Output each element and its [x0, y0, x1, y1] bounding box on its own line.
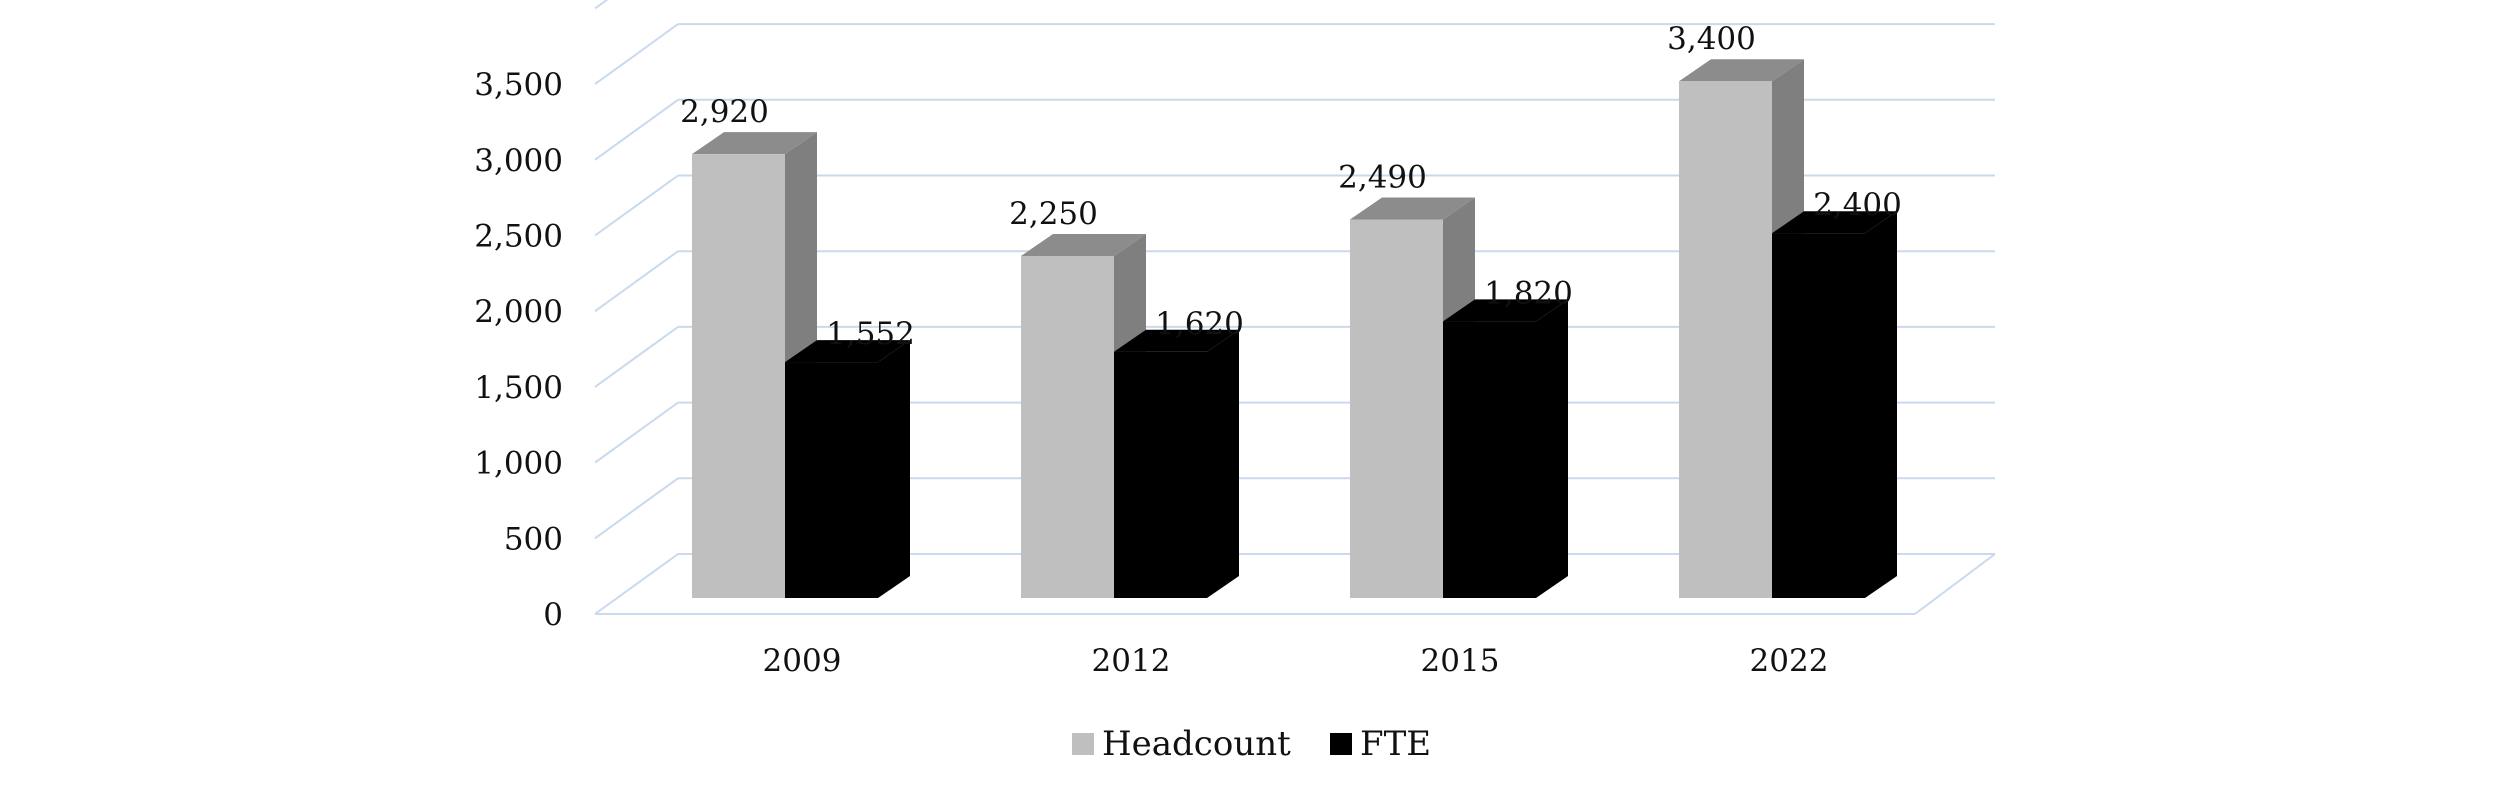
y-tick-label: 2,000: [474, 294, 563, 330]
gridline-diagonal: [594, 401, 679, 464]
x-tick-label: 2012: [1092, 643, 1171, 679]
gridline-diagonal: [594, 477, 679, 540]
x-tick-label: 2015: [1421, 643, 1500, 679]
gridline-diagonal: [594, 250, 679, 313]
bar-side: [1207, 329, 1239, 598]
bar-side: [1865, 211, 1897, 598]
floor-edge: [1914, 553, 1996, 615]
bars: [692, 59, 1897, 598]
bar-top: [1350, 197, 1475, 220]
bar: [1021, 256, 1114, 598]
y-axis: 0 500 1,000 1,500 2,000 2,500 3,000 3,500: [474, 67, 563, 633]
bar: [692, 154, 785, 598]
bar-top: [785, 340, 910, 363]
gridline-diagonal: [594, 23, 679, 85]
bar-top: [1772, 211, 1897, 234]
bar-side: [1536, 299, 1568, 598]
bar-top: [1443, 299, 1568, 322]
y-tick-label: 3,000: [474, 143, 563, 179]
bar: [1114, 351, 1207, 598]
bar: [1772, 233, 1865, 598]
gridline-diagonal: [594, 0, 609, 10]
legend: Headcount FTE: [1072, 724, 1431, 764]
gridline-diagonal: [594, 553, 679, 615]
gridline-diagonal: [594, 326, 679, 388]
bar: [1350, 219, 1443, 598]
gridline-diagonal: [594, 174, 679, 237]
x-tick-label: 2009: [763, 643, 842, 679]
legend-label: Headcount: [1102, 724, 1291, 764]
y-tick-label: 3,500: [474, 67, 563, 103]
y-tick-label: 2,500: [474, 219, 563, 255]
y-tick-label: 0: [543, 597, 563, 633]
bar-side: [878, 340, 910, 598]
x-tick-label: 2022: [1750, 643, 1829, 679]
data-label: 2,250: [1009, 196, 1098, 232]
bar: [1679, 81, 1772, 598]
bar: [785, 362, 878, 598]
data-label: 1,620: [1155, 306, 1244, 342]
x-axis: 2009 2012 2015 2022: [763, 643, 1829, 679]
legend-swatch: [1330, 733, 1352, 755]
bar-top: [1021, 234, 1146, 256]
data-label: 2,490: [1338, 160, 1427, 196]
y-tick-label: 1,500: [474, 370, 563, 406]
data-label: 1,820: [1484, 275, 1573, 311]
data-label: 1,552: [826, 316, 915, 352]
y-tick-label: 1,000: [474, 446, 563, 482]
legend-swatch: [1072, 733, 1094, 755]
legend-label: FTE: [1360, 724, 1431, 764]
bar-top: [692, 132, 817, 155]
y-tick-label: 500: [504, 521, 563, 557]
data-label: 2,920: [680, 94, 769, 130]
bar-top: [1114, 329, 1239, 352]
bar-top: [1679, 59, 1804, 82]
data-label: 3,400: [1667, 21, 1756, 57]
gridline-diagonal: [594, 98, 679, 161]
data-label: 2,400: [1813, 187, 1902, 223]
data-labels: 2,920 1,552 2,250 1,620 2,490 1,820 3,400 2,400: [680, 21, 1902, 352]
bar: [1443, 321, 1536, 598]
